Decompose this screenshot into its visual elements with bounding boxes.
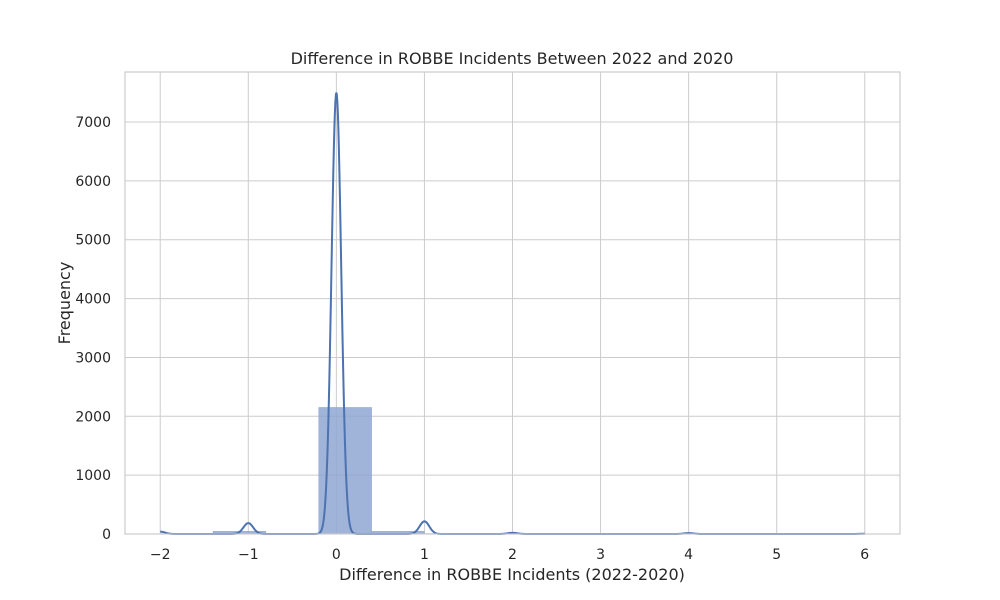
y-tick-label: 3000 [75, 350, 111, 366]
x-tick-label: 3 [596, 547, 605, 563]
x-axis-label: Difference in ROBBE Incidents (2022-2020… [339, 565, 685, 584]
x-tick-label: −1 [238, 547, 259, 563]
y-tick-label: 7000 [75, 115, 111, 131]
x-tick-label: 2 [508, 547, 517, 563]
y-axis-label: Frequency [55, 262, 74, 345]
x-tick-labels: −2 −1 0 1 2 3 4 5 6 [150, 547, 869, 563]
y-tick-labels: 0 1000 2000 3000 4000 5000 6000 7000 [75, 115, 111, 543]
x-tick-label: 1 [420, 547, 429, 563]
plot-frame [124, 71, 901, 535]
y-tick-label: 0 [102, 527, 111, 543]
x-tick-label: −2 [150, 547, 171, 563]
y-tick-label: 6000 [75, 174, 111, 190]
grid-lines [125, 72, 900, 535]
x-tick-label: 6 [860, 547, 869, 563]
chart-title: Difference in ROBBE Incidents Between 20… [291, 49, 734, 68]
y-tick-label: 2000 [75, 409, 111, 425]
y-tick-label: 1000 [75, 468, 111, 484]
x-tick-label: 0 [332, 547, 341, 563]
x-tick-label: 4 [684, 547, 693, 563]
x-tick-label: 5 [772, 547, 781, 563]
y-tick-label: 5000 [75, 233, 111, 249]
y-tick-label: 4000 [75, 292, 111, 308]
